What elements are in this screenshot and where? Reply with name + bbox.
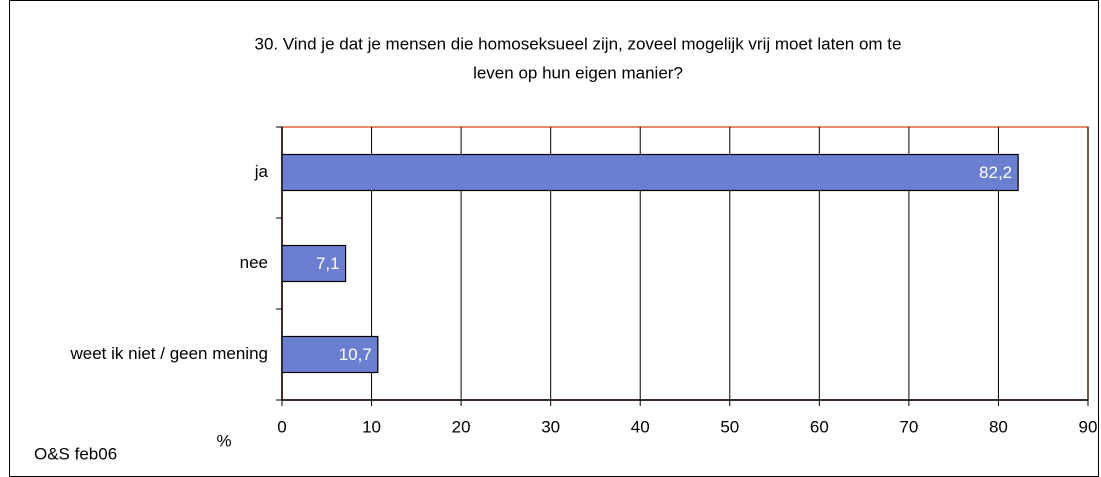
y-tick-label: ja <box>254 162 269 181</box>
x-tick-label: 40 <box>631 417 650 436</box>
x-tick-label: 80 <box>989 417 1008 436</box>
x-tick-label: 30 <box>541 417 560 436</box>
x-axis-label: % <box>216 431 231 450</box>
x-tick-label: 10 <box>362 417 381 436</box>
value-label: 82,2 <box>979 163 1012 182</box>
bar <box>281 335 379 374</box>
bar <box>281 244 347 283</box>
value-label: 10,7 <box>339 345 372 364</box>
x-tick-label: 0 <box>277 417 286 436</box>
source: O&S feb06 <box>34 444 117 463</box>
x-tick-label: 50 <box>720 417 739 436</box>
x-tick-label: 70 <box>899 417 918 436</box>
x-tick-label: 20 <box>452 417 471 436</box>
value-label: 7,1 <box>316 254 340 273</box>
x-tick-label: 90 <box>1079 417 1098 436</box>
bar <box>281 153 1019 192</box>
y-tick-label: nee <box>240 253 268 272</box>
chart-title: leven op hun eigen manier? <box>473 63 683 82</box>
chart-title: 30. Vind je dat je mensen die homoseksue… <box>255 34 902 53</box>
y-tick-label: weet ik niet / geen mening <box>69 344 268 363</box>
x-tick-label: 60 <box>810 417 829 436</box>
